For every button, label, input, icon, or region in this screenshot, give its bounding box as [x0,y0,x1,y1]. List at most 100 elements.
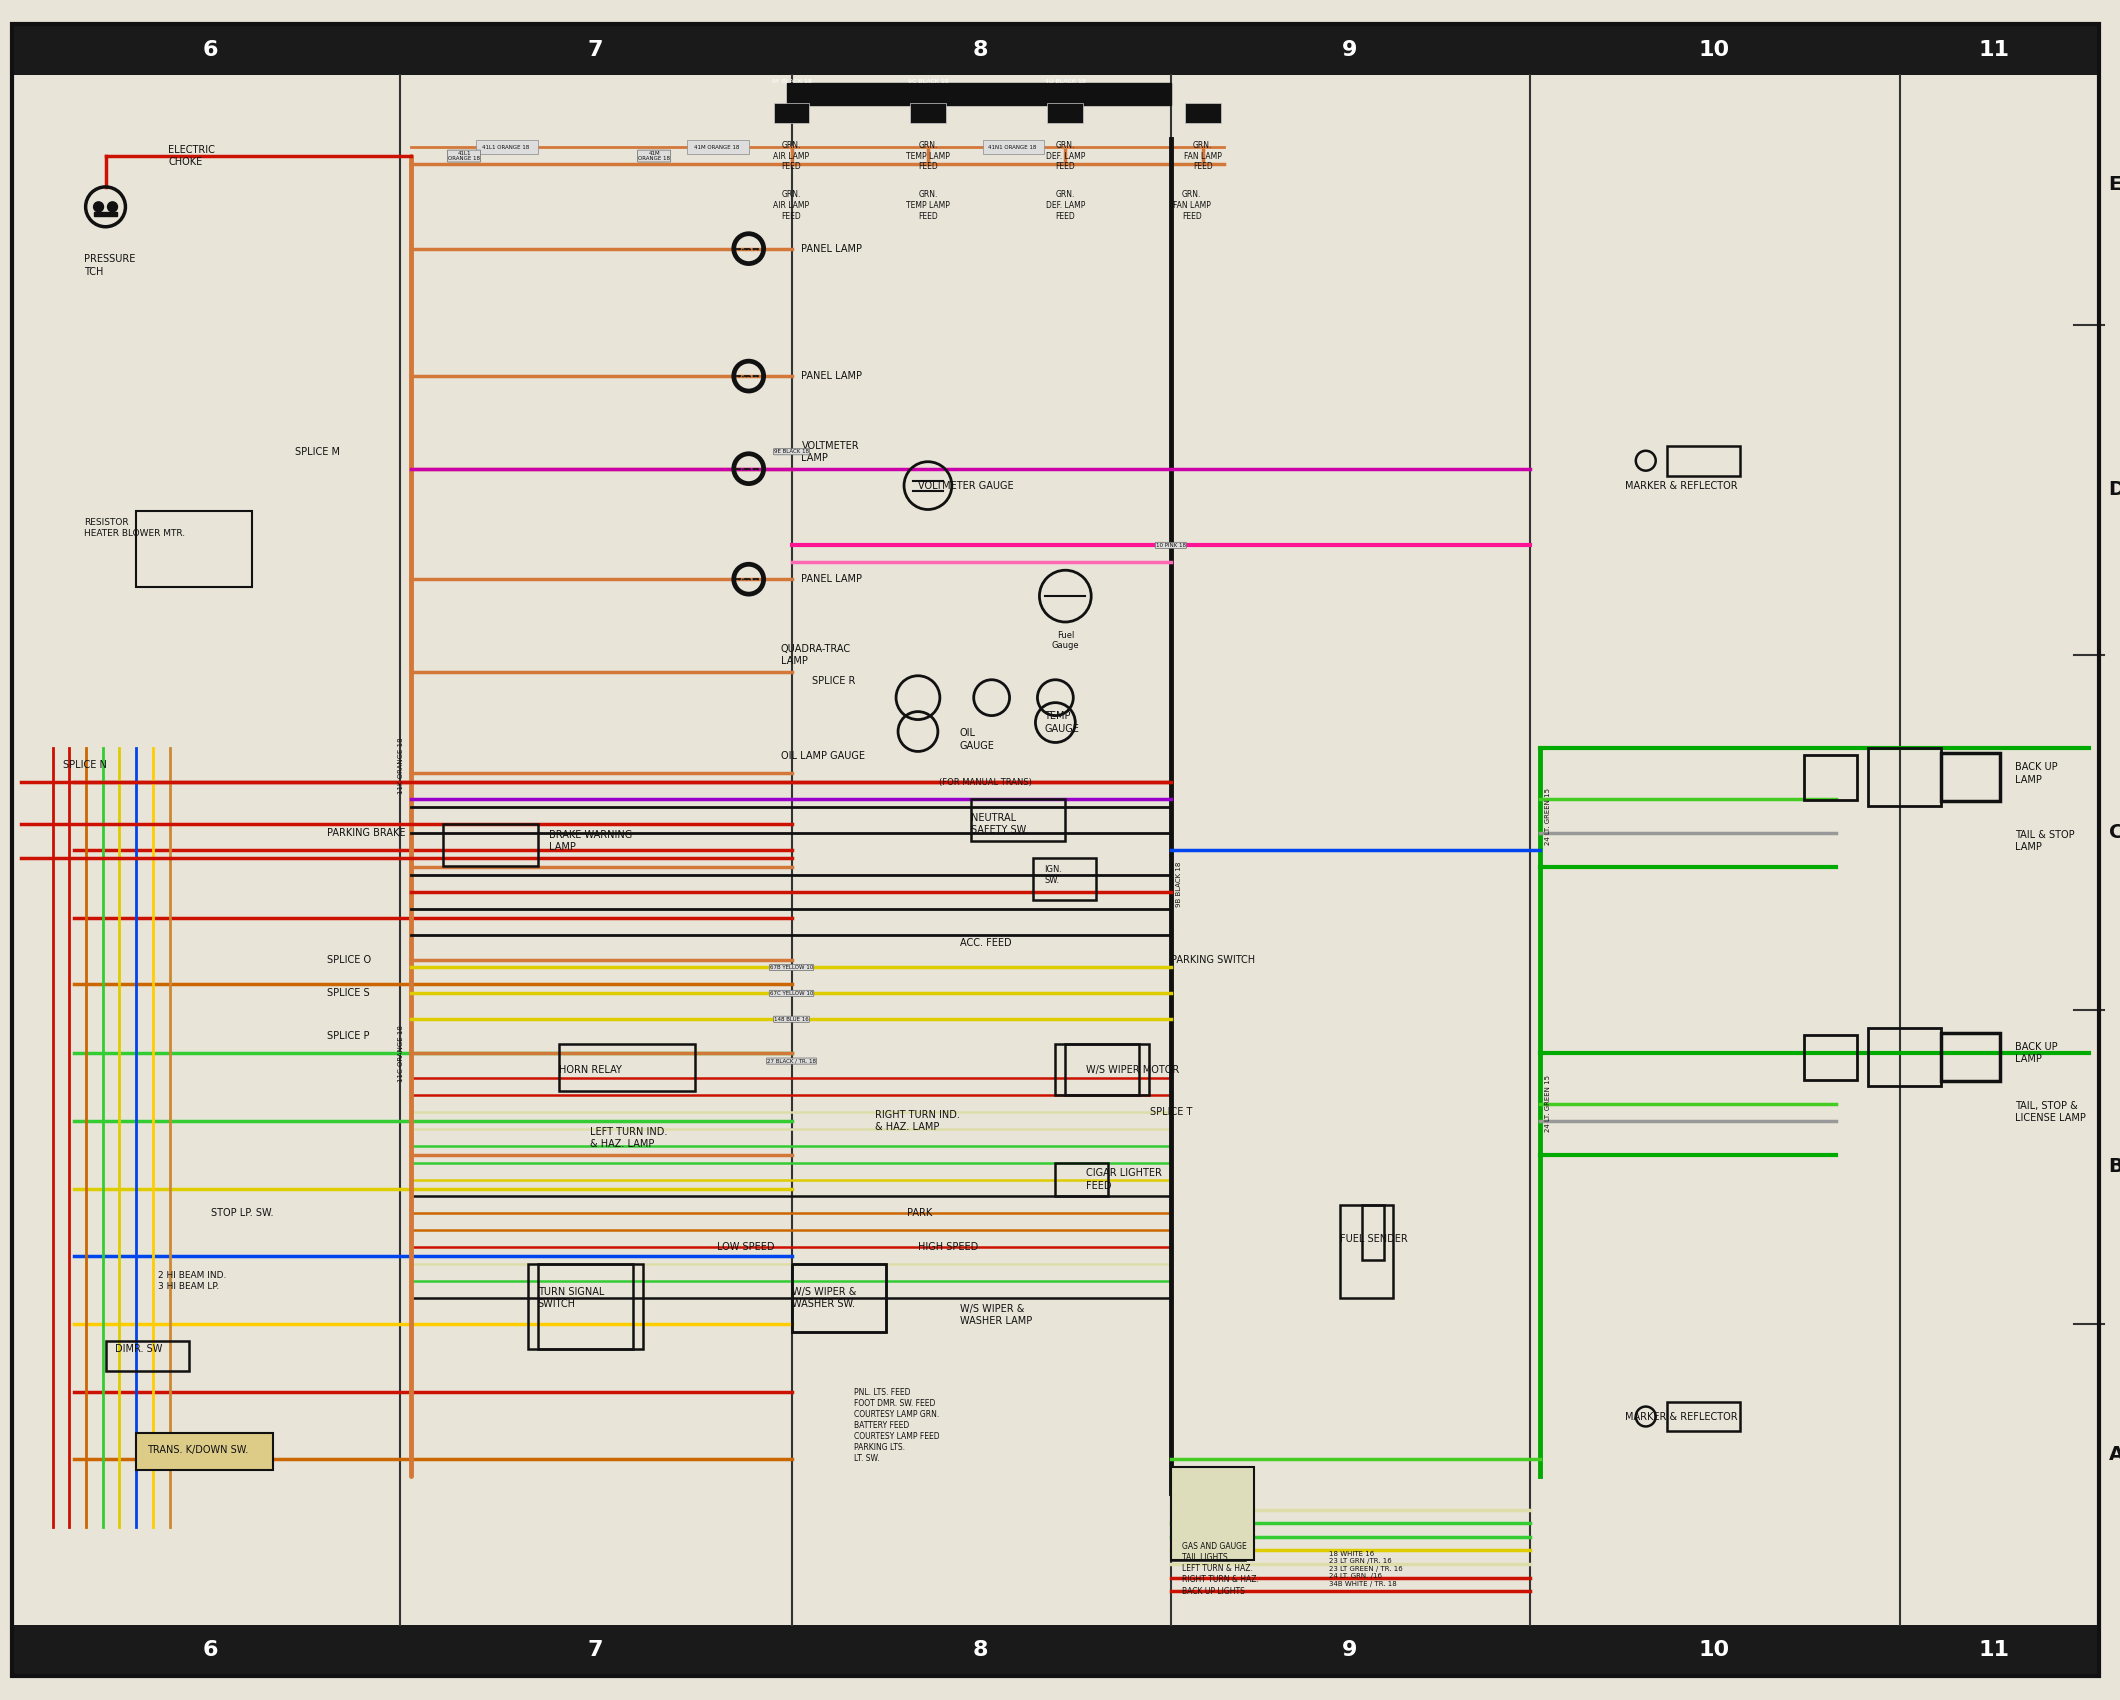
Text: NEUTRAL
SAFETY SW.: NEUTRAL SAFETY SW. [971,813,1028,835]
Bar [1170,1467,1255,1561]
Text: HIGH SPEED: HIGH SPEED [918,1243,977,1253]
Text: TAIL, STOP &
LICENSE LAMP: TAIL, STOP & LICENSE LAMP [2016,1100,2086,1124]
Text: 41M
ORANGE 18: 41M ORANGE 18 [638,151,670,162]
Text: IGN.
SW.: IGN. SW. [1045,865,1062,886]
Text: 8: 8 [973,1640,988,1661]
Bar [1804,1035,1857,1080]
Bar [1868,1028,1942,1086]
Text: SPLICE P: SPLICE P [326,1032,369,1040]
Text: 11: 11 [1978,1640,2010,1661]
Text: B: B [2109,1158,2120,1176]
Bar [538,1265,642,1348]
Text: ELECTRIC
CHOKE: ELECTRIC CHOKE [167,144,214,167]
Text: 24 LT. GREEN 15: 24 LT. GREEN 15 [1545,1076,1552,1132]
Text: 10: 10 [1698,1640,1730,1661]
Text: ACC. FEED: ACC. FEED [960,938,1011,947]
Text: 41L1 ORANGE 18: 41L1 ORANGE 18 [481,144,530,150]
Bar [1047,104,1083,122]
Bar [1185,104,1221,122]
Bar [475,139,538,155]
Text: 148 BLUE 16: 148 BLUE 16 [774,1017,810,1022]
Text: 11C ORANGE 18: 11C ORANGE 18 [399,1025,405,1081]
Bar [791,1265,886,1331]
Bar [136,1433,263,1467]
Text: PARKING SWITCH: PARKING SWITCH [1170,954,1255,964]
Text: RIGHT TURN IND.
& HAZ. LAMP: RIGHT TURN IND. & HAZ. LAMP [876,1110,960,1132]
Text: 9E BLACK 18: 9E BLACK 18 [774,449,810,454]
Text: SPLICE O: SPLICE O [326,954,371,964]
Bar [1804,755,1857,801]
Text: QUADRA-TRAC
LAMP: QUADRA-TRAC LAMP [780,644,850,666]
Text: BACK UP
LAMP: BACK UP LAMP [2016,762,2059,784]
Text: (FOR MANUAL TRANS): (FOR MANUAL TRANS) [939,779,1032,787]
Text: TEMP
GAUGE: TEMP GAUGE [1045,711,1079,734]
Text: PNL. LTS. FEED
FOOT DMR. SW. FEED
COURTESY LAMP GRN.
BATTERY FEED
COURTESY LAMP : PNL. LTS. FEED FOOT DMR. SW. FEED COURTE… [854,1387,939,1464]
Text: 11: 11 [1978,39,2010,60]
Text: 24 LT. GREEN 15: 24 LT. GREEN 15 [1545,787,1552,845]
Text: MARKER & REFLECTOR: MARKER & REFLECTOR [1624,1411,1738,1421]
Text: A: A [2109,1445,2120,1464]
Bar [136,1433,273,1470]
Text: DIMR. SW: DIMR. SW [114,1343,163,1353]
Text: PANEL LAMP: PANEL LAMP [801,371,863,381]
Bar [1942,753,1999,801]
Text: PARK: PARK [907,1209,933,1219]
Text: LEFT TURN IND.
& HAZ. LAMP: LEFT TURN IND. & HAZ. LAMP [589,1127,668,1149]
Text: OIL
GAUGE: OIL GAUGE [960,728,994,751]
Bar [787,83,1170,105]
Bar [106,1341,189,1370]
Text: C: C [2109,823,2120,842]
Text: GRN.
TEMP LAMP
FEED: GRN. TEMP LAMP FEED [905,190,950,221]
Text: D: D [2109,479,2120,500]
Text: 4U BLACK 18: 4U BLACK 18 [1045,78,1085,83]
Text: SPLICE S: SPLICE S [326,988,369,998]
Text: PANEL LAMP: PANEL LAMP [801,575,863,585]
Text: GRN.
TEMP LAMP
FEED: GRN. TEMP LAMP FEED [905,141,950,172]
Bar [13,1625,2099,1676]
Text: 7: 7 [587,1640,602,1661]
Text: Fuel
Gauge: Fuel Gauge [1052,631,1079,651]
Bar [443,824,538,865]
Bar [971,799,1066,842]
Text: 2 HI BEAM IND.
3 HI BEAM LP.: 2 HI BEAM IND. 3 HI BEAM LP. [159,1272,227,1292]
Text: TURN SIGNAL
SWITCH: TURN SIGNAL SWITCH [538,1287,604,1309]
Bar [1361,1205,1384,1260]
Bar [1170,1467,1244,1561]
Text: CIGAR LIGHTER
FEED: CIGAR LIGHTER FEED [1085,1168,1162,1190]
Bar [1942,1034,1999,1081]
Text: W/S WIPER MOTOR: W/S WIPER MOTOR [1085,1064,1179,1074]
Bar [791,1265,886,1331]
Text: BACK UP
LAMP: BACK UP LAMP [2016,1042,2059,1064]
Bar [1032,858,1096,899]
Text: OIL LAMP GAUGE: OIL LAMP GAUGE [780,751,865,762]
Bar [1340,1205,1393,1299]
Text: 6: 6 [201,39,218,60]
Text: 67C YELLOW 10: 67C YELLOW 10 [770,991,814,996]
Text: 27 BLACK / TR. 18: 27 BLACK / TR. 18 [767,1059,816,1064]
Text: BRAKE WARNING
LAMP: BRAKE WARNING LAMP [549,830,632,852]
Text: RESISTOR
HEATER BLOWER MTR.: RESISTOR HEATER BLOWER MTR. [83,518,184,539]
Text: 9: 9 [1342,39,1357,60]
Text: SPLICE R: SPLICE R [812,675,856,685]
Bar [1056,1163,1109,1197]
Text: 8: 8 [973,39,988,60]
Text: 18 WHITE 16
23 LT GRN /TR. 16
23 LT GREEN / TR. 16
24 LT. GRN. /16
34B WHITE / T: 18 WHITE 16 23 LT GRN /TR. 16 23 LT GREE… [1329,1550,1403,1586]
Text: 9F BLACK 18: 9F BLACK 18 [772,78,812,83]
Bar [687,139,748,155]
Bar [1056,1044,1138,1095]
Text: GRN.
DEF. LAMP
FEED: GRN. DEF. LAMP FEED [1045,190,1085,221]
Text: FUEL SENDER: FUEL SENDER [1340,1234,1408,1244]
Bar [1868,748,1942,806]
Text: W/S WIPER &
WASHER LAMP: W/S WIPER & WASHER LAMP [960,1304,1032,1326]
Text: W/S WIPER &
WASHER SW.: W/S WIPER & WASHER SW. [791,1287,856,1309]
Text: E: E [2109,175,2120,194]
Text: GRN.
FAN LAMP
FEED: GRN. FAN LAMP FEED [1183,141,1221,172]
Text: PARKING BRAKE: PARKING BRAKE [326,828,405,838]
Text: GRN.
FAN LAMP
FEED: GRN. FAN LAMP FEED [1172,190,1211,221]
Text: MARKER & REFLECTOR: MARKER & REFLECTOR [1624,481,1738,491]
Text: 6: 6 [201,1640,218,1661]
Text: HORN RELAY: HORN RELAY [558,1064,621,1074]
Bar [1066,1044,1149,1095]
Bar [774,104,810,122]
Text: 7: 7 [587,39,602,60]
